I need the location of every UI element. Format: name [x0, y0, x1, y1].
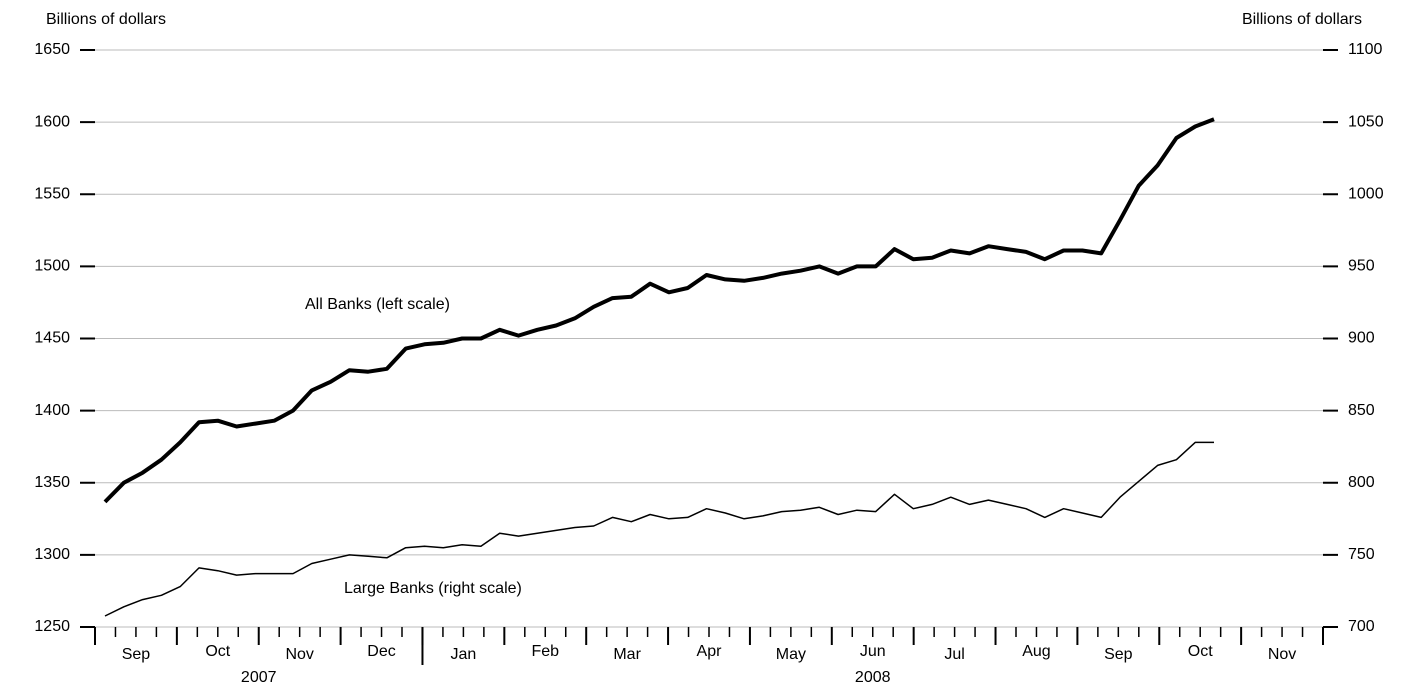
series-line	[103, 117, 1215, 504]
x-tick-label: Nov	[285, 646, 313, 663]
series-label: Large Banks (right scale)	[344, 580, 522, 597]
x-tick-label: Aug	[1022, 643, 1050, 660]
y-tick-label: 1550	[34, 185, 70, 202]
x-tick-label: Apr	[697, 643, 723, 660]
y-axis-label: Billions of dollars	[46, 11, 166, 28]
x-tick-label: Jun	[860, 643, 886, 660]
y2-tick-label: 900	[1348, 330, 1375, 347]
y2-tick-label: 1100	[1348, 41, 1383, 58]
y-tick-label: 1400	[34, 402, 70, 419]
year-label: 2007	[241, 669, 277, 686]
y-tick-label: 1350	[34, 474, 70, 491]
x-tick-label: Nov	[1268, 646, 1296, 663]
x-tick-label: Dec	[367, 643, 395, 660]
y-tick-label: 1250	[34, 618, 70, 635]
x-tick-label: Mar	[613, 646, 641, 663]
y-tick-label: 1600	[34, 113, 70, 130]
x-tick-label: Oct	[1188, 643, 1213, 660]
x-tick-label: Jan	[451, 646, 477, 663]
y2-axis-label: Billions of dollars	[1242, 11, 1362, 28]
x-tick-label: Sep	[122, 646, 151, 663]
x-tick-label: Sep	[1104, 646, 1133, 663]
y2-tick-label: 750	[1348, 546, 1375, 563]
y-tick-label: 1450	[34, 330, 70, 347]
x-tick-label: Feb	[531, 643, 559, 660]
y-tick-label: 1650	[34, 41, 70, 58]
y2-tick-label: 800	[1348, 474, 1375, 491]
x-tick-label: May	[776, 646, 806, 663]
y2-tick-label: 1050	[1348, 113, 1384, 130]
y2-tick-label: 850	[1348, 402, 1375, 419]
series-line	[104, 441, 1214, 617]
y2-tick-label: 1000	[1348, 185, 1384, 202]
x-tick-label: Oct	[205, 643, 230, 660]
y-tick-label: 1300	[34, 546, 70, 563]
series-label: All Banks (left scale)	[305, 296, 450, 313]
x-tick-label: Jul	[944, 646, 964, 663]
y-tick-label: 1500	[34, 258, 70, 275]
year-label: 2008	[855, 669, 891, 686]
y2-tick-label: 700	[1348, 618, 1375, 635]
y2-tick-label: 950	[1348, 258, 1375, 275]
